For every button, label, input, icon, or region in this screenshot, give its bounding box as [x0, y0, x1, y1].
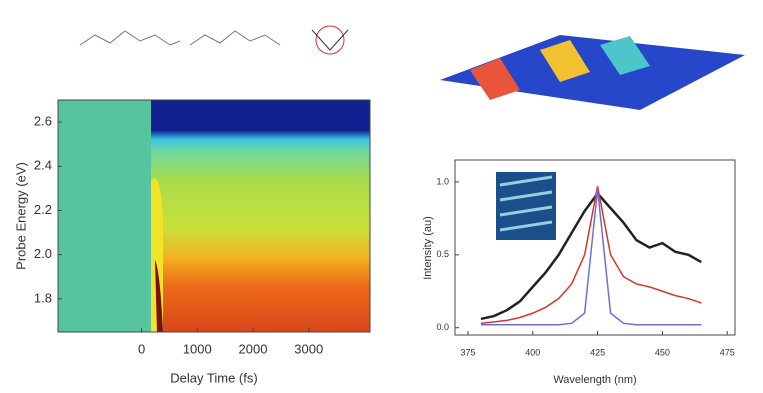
y-tick-label: 2.0: [34, 246, 52, 261]
y-tick-label: 2.6: [34, 114, 52, 129]
x-tick-label: 1000: [183, 341, 212, 356]
plot-frame: [57, 99, 371, 333]
molecules: [79, 25, 349, 55]
series-line: [480, 186, 702, 325]
x-tick-label: 475: [720, 347, 735, 357]
x-axis-label: Delay Time (fs): [170, 370, 257, 385]
inset-image: [496, 172, 556, 240]
y-tick-label: 2.2: [34, 202, 52, 217]
x-tick-label: 2000: [239, 341, 268, 356]
surface-3d: [440, 35, 745, 110]
x-tick-label: 0: [138, 341, 145, 356]
x-tick-label: 450: [655, 347, 670, 357]
y-tick-label: 0.0: [436, 322, 449, 332]
y-tick-label: 0.5: [436, 249, 449, 259]
x-tick-label: 400: [525, 347, 540, 357]
x-tick-label: 3000: [294, 341, 323, 356]
x-axis-label: Wavelength (nm): [553, 374, 636, 386]
y-tick-label: 1.8: [34, 290, 52, 305]
series-line: [480, 191, 702, 321]
y-tick-label: 2.4: [34, 158, 52, 173]
y-axis-label: Intensity (au): [422, 216, 434, 280]
x-tick-label: 375: [460, 347, 475, 357]
series-line: [480, 189, 702, 326]
y-axis-label: Probe Energy (eV): [13, 162, 28, 270]
x-tick-label: 425: [590, 347, 605, 357]
heatmap-image: [58, 100, 370, 332]
y-tick-label: 1.0: [436, 176, 449, 186]
plot-frame: [454, 159, 736, 336]
